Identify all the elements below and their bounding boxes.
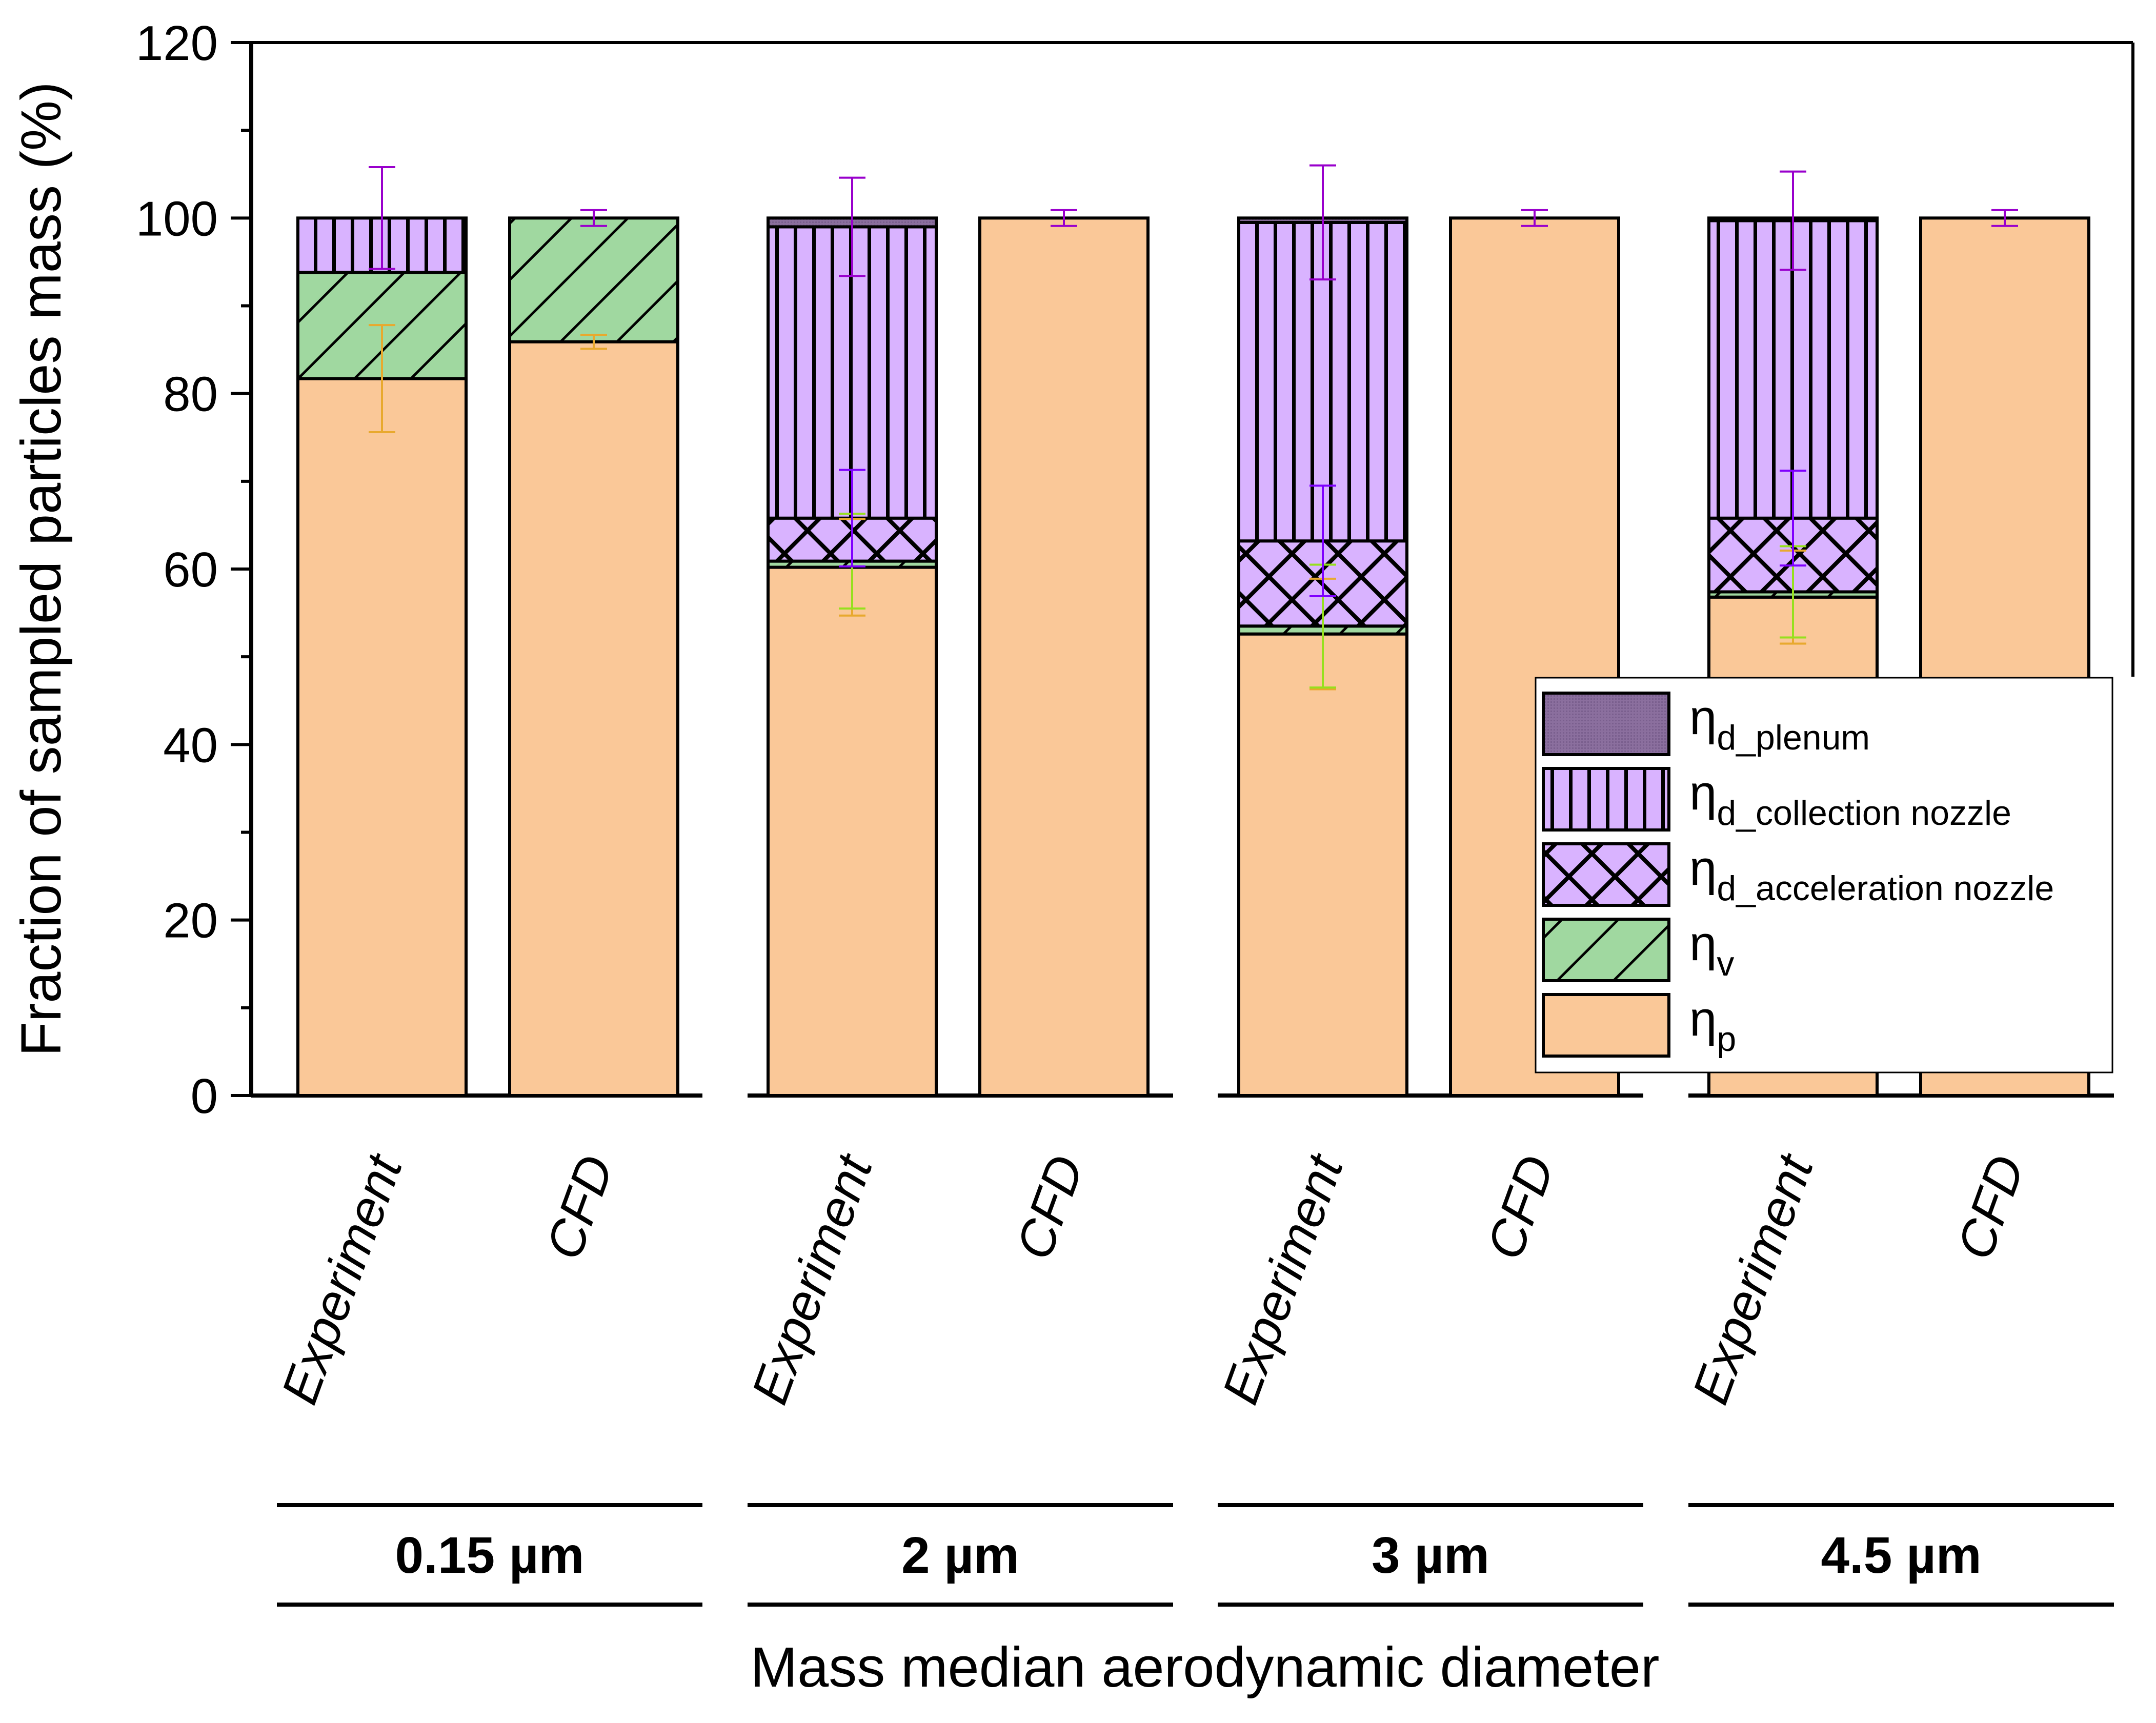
x-category-label: CFD [1476,1148,1566,1266]
y-tick-label: 20 [163,894,218,948]
group-label: 2 µm [901,1527,1019,1584]
legend-swatch-cn [1542,767,1670,832]
y-tick-label: 100 [136,191,218,246]
legend-label-pl: ηd_plenum [1689,690,1870,757]
legend-swatch-p [1542,993,1670,1058]
bar-segment-p [1237,632,1408,1097]
bar-segment-p [508,340,679,1097]
group-label: 3 µm [1372,1527,1489,1584]
x-category-label: Experiment [740,1146,884,1411]
x-axis-title: Mass median aerodynamic diameter [751,1636,1660,1699]
x-category-label: CFD [1946,1148,2036,1266]
x-category-labels: Experiment CFD Experiment CFD Experiment CFD E… [270,1146,2036,1411]
x-category-label: Experiment [270,1146,414,1411]
bar-segment-p [978,216,1150,1097]
x-category-label: CFD [535,1148,625,1266]
bar-segment-v [508,216,679,343]
bars [296,216,2090,1097]
legend-swatch-pl [1542,692,1670,756]
group-label: 0.15 µm [395,1527,585,1584]
legend-label-an: ηd_acceleration nozzle [1689,841,2054,908]
group-label: 4.5 µm [1821,1527,1981,1584]
legend-swatch-v [1542,918,1670,982]
bar-segment-p [296,377,468,1097]
legend-label-p: ηp [1689,991,1736,1059]
y-tick-label: 120 [136,16,218,71]
x-category-label: Experiment [1681,1146,1825,1411]
legend-label-v: ηv [1689,916,1734,983]
legend-swatch-an [1542,842,1670,907]
y-tick-label: 40 [163,718,218,773]
y-axis-title: Fraction of sampled particles mass (%) [10,82,73,1056]
x-category-label: CFD [1005,1148,1095,1266]
x-category-label: Experiment [1211,1146,1355,1411]
y-tick-label: 0 [191,1069,218,1124]
y-tick-label: 60 [163,542,218,597]
legend-label-cn: ηd_collection nozzle [1689,765,2011,833]
bar-segment-p [767,565,938,1097]
y-tick-label: 80 [163,367,218,422]
legend: ηd_plenum ηd_collection nozzle ηd_accelera… [1535,677,2113,1073]
error-bars [369,164,2018,691]
group-labels: 0.15 µm 2 µm 3 µm 4.5 µm [277,1503,2114,1607]
